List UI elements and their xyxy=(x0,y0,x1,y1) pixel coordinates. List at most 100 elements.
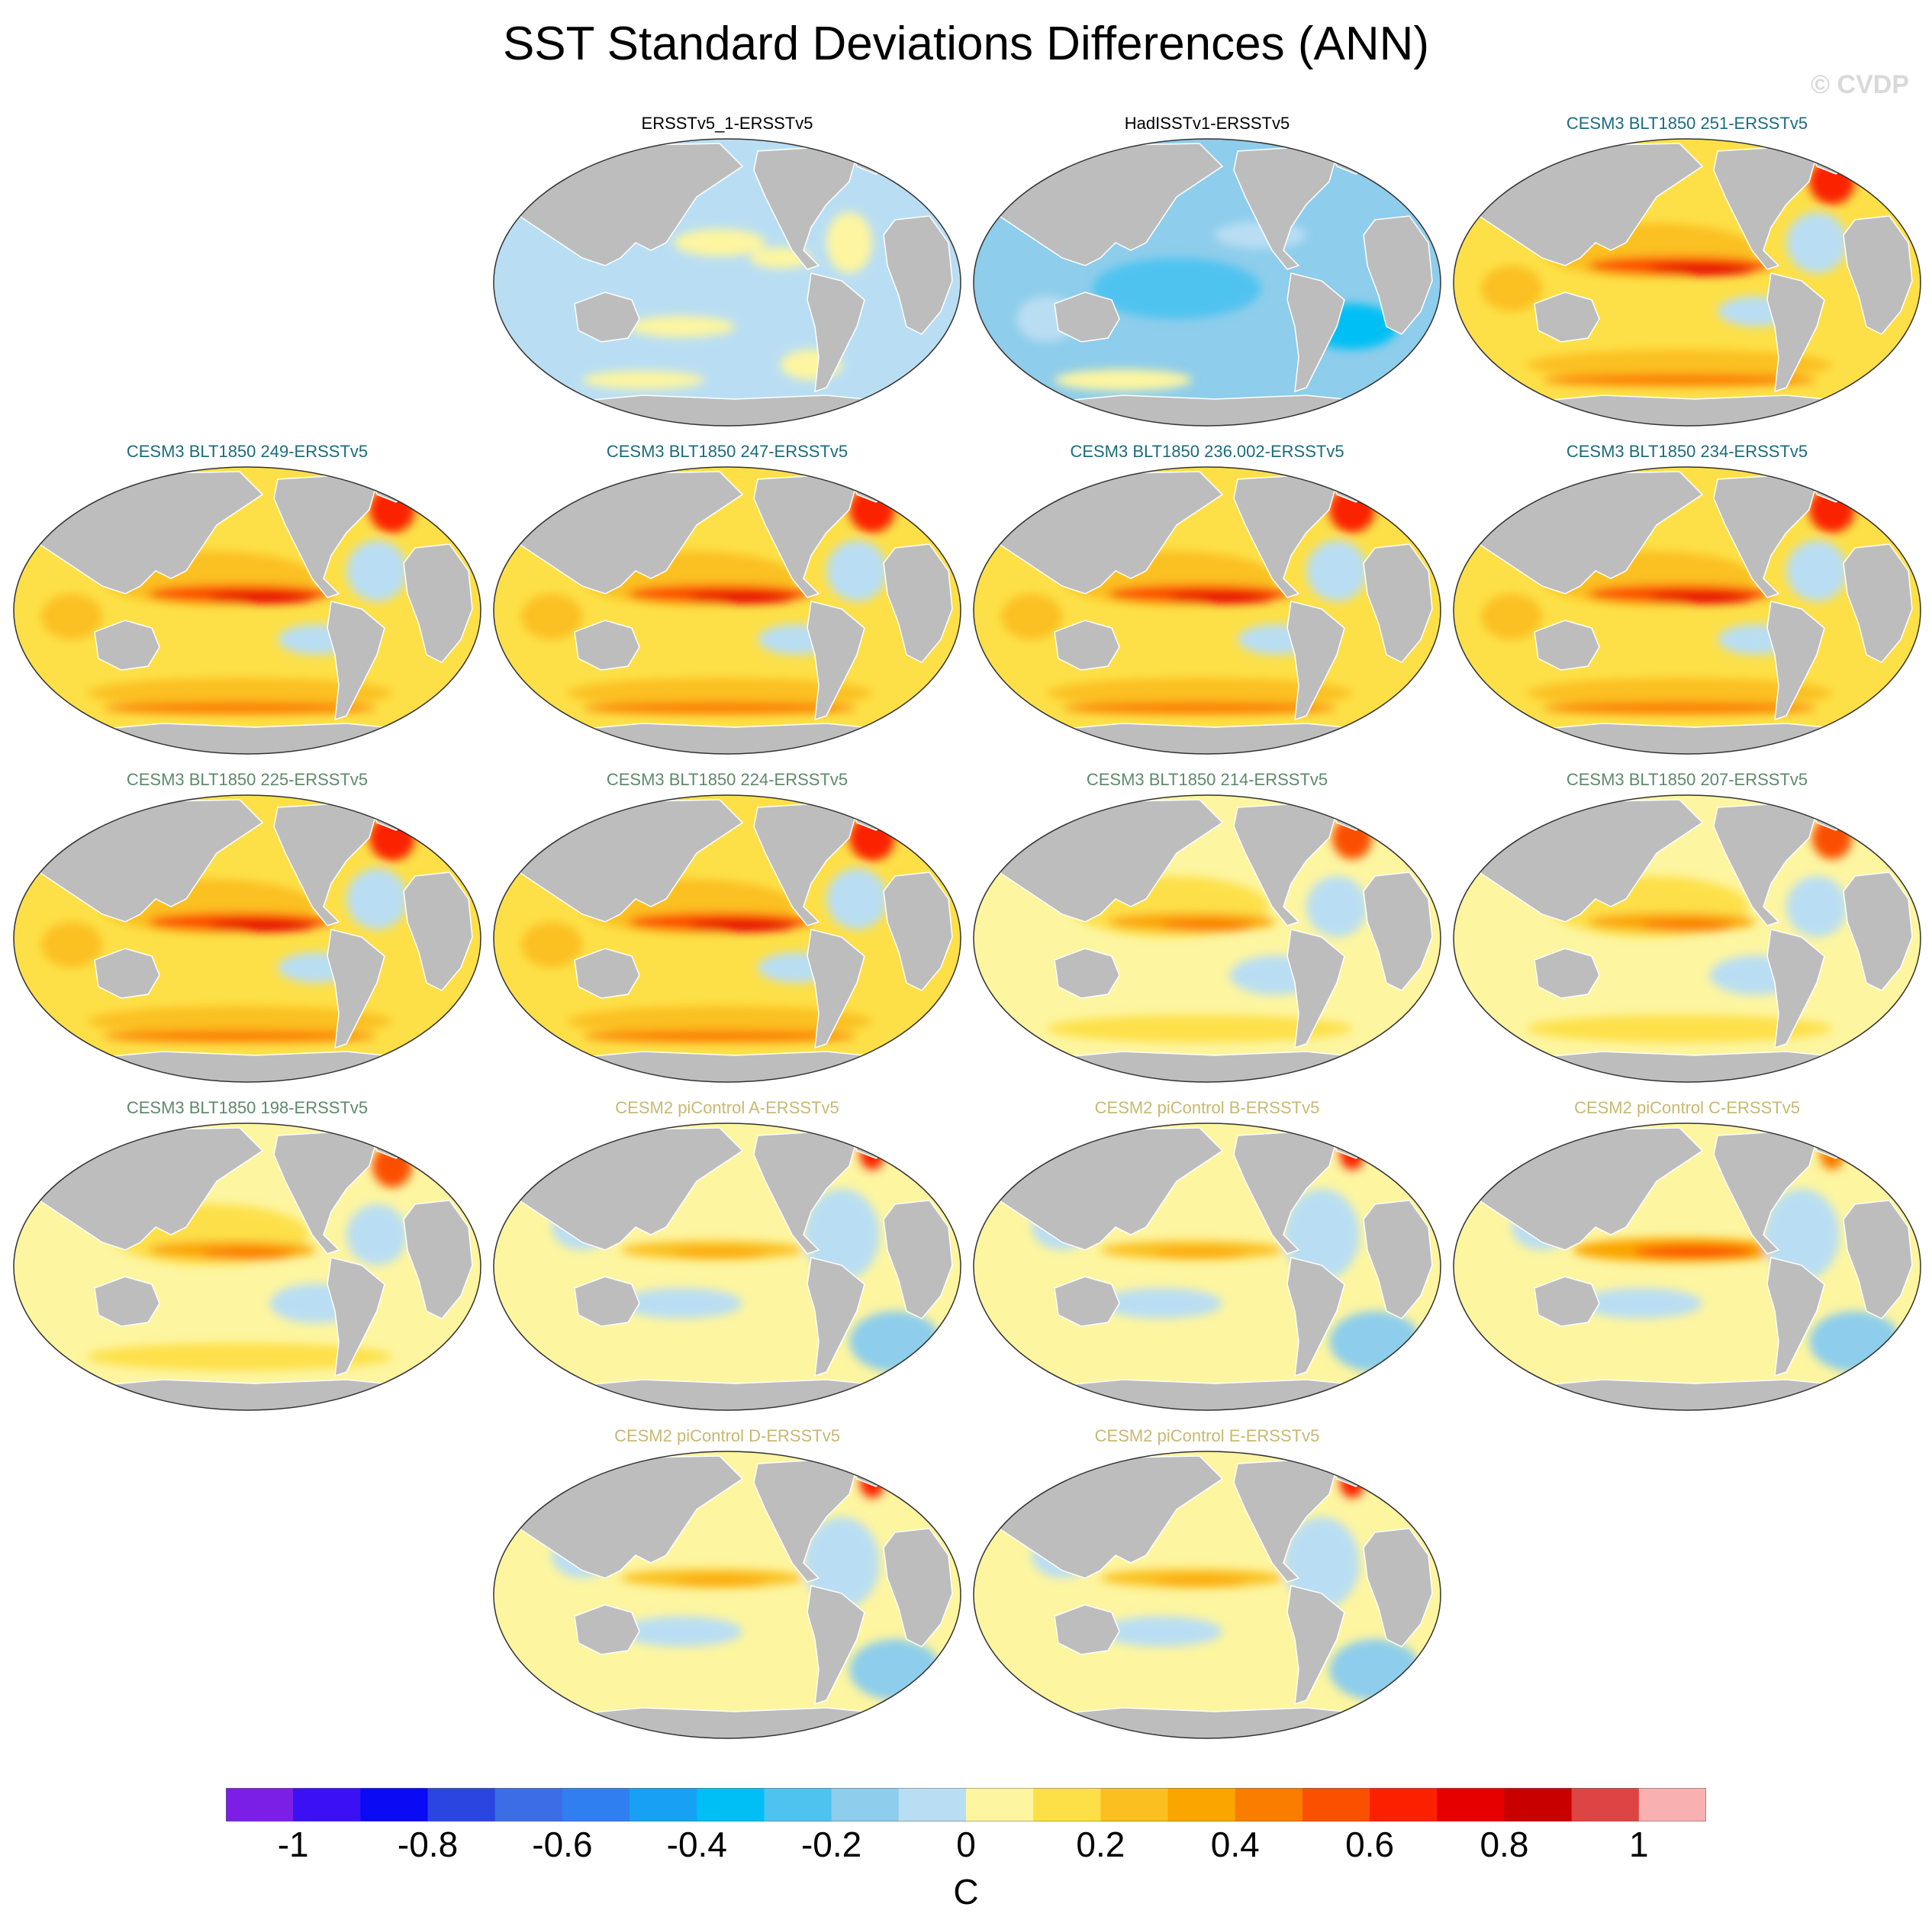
sst-map xyxy=(973,794,1441,1083)
anomaly-blob xyxy=(87,1006,392,1036)
sst-map xyxy=(1453,138,1921,427)
map-panel: CESM3 BLT1850 251-ERSSTv5 xyxy=(1451,113,1924,433)
land-australia xyxy=(1534,620,1600,671)
sst-map xyxy=(493,794,961,1083)
panel-title: CESM2 piControl B-ERSSTv5 xyxy=(1094,1098,1320,1117)
anomaly-blob xyxy=(87,678,392,708)
panel-title: ERSSTv5_1-ERSSTv5 xyxy=(641,114,813,133)
land-africa xyxy=(1363,1528,1433,1648)
map-panel: CESM3 BLT1850 214-ERSSTv5 xyxy=(971,769,1444,1090)
anomaly-blob xyxy=(1542,374,1817,386)
land-antarctica xyxy=(1518,723,1865,754)
map-outline xyxy=(973,138,1441,427)
ocean-field xyxy=(974,1123,1441,1410)
panel-title: CESM2 piControl D-ERSSTv5 xyxy=(614,1426,840,1445)
map-outline xyxy=(973,466,1441,755)
anomaly-blob xyxy=(674,229,765,256)
anomaly-blob xyxy=(1047,1015,1352,1042)
ocean-field xyxy=(494,139,961,426)
land-africa xyxy=(1843,871,1913,991)
land-south-america xyxy=(1766,272,1825,393)
panel-title: CESM3 BLT1850 198-ERSSTv5 xyxy=(126,1098,369,1117)
land-antarctica xyxy=(1038,1051,1385,1082)
land-africa xyxy=(403,1200,473,1319)
colorbar-tick-label: 0.6 xyxy=(1345,1825,1395,1864)
colorbar-swatch xyxy=(1638,1788,1706,1822)
ocean-field xyxy=(1454,1123,1921,1410)
ocean-field xyxy=(494,1123,961,1410)
colorbar-swatch xyxy=(1235,1788,1303,1822)
anomaly-blob xyxy=(803,1189,880,1280)
sst-map xyxy=(1453,466,1921,755)
panel-title: CESM3 BLT1850 207-ERSSTv5 xyxy=(1566,770,1808,789)
anomaly-blob xyxy=(567,678,872,708)
anomaly-blob xyxy=(102,1030,377,1042)
anomaly-blob xyxy=(209,591,316,604)
land-south-america xyxy=(1286,1257,1345,1377)
land-africa xyxy=(883,1528,953,1648)
sst-map xyxy=(1453,1123,1921,1411)
land-south-america xyxy=(1766,1257,1825,1377)
anomaly-field xyxy=(1512,1139,1901,1372)
panel-title: CESM3 BLT1850 225-ERSSTv5 xyxy=(126,770,369,789)
map-panel: CESM2 piControl B-ERSSTv5 xyxy=(971,1097,1444,1418)
anomaly-blob xyxy=(346,1204,407,1265)
figure-title: SST Standard Deviations Differences (ANN… xyxy=(502,18,1430,70)
anomaly-blob xyxy=(346,540,407,601)
anomaly-blob xyxy=(803,1517,880,1609)
map-outline xyxy=(1453,794,1921,1083)
land-south-america xyxy=(1286,601,1345,721)
ocean-field xyxy=(494,1451,961,1738)
anomaly-blob xyxy=(1527,349,1832,380)
anomaly-blob xyxy=(628,316,735,337)
land-australia xyxy=(574,1604,640,1655)
colorbar-swatch xyxy=(1167,1788,1236,1822)
anomaly-blob xyxy=(1542,702,1817,714)
map-outline xyxy=(1453,466,1921,755)
anomaly-blob xyxy=(1100,1288,1222,1319)
land-australia xyxy=(1054,292,1120,343)
colorbar-tick-label: -0.6 xyxy=(532,1825,593,1864)
sst-map xyxy=(973,1123,1441,1411)
map-outline xyxy=(13,466,481,755)
map-panel: CESM3 BLT1850 247-ERSSTv5 xyxy=(491,441,964,762)
map-panel: CESM3 BLT1850 236.002-ERSSTv5 xyxy=(971,441,1444,762)
panel-title: CESM2 piControl E-ERSSTv5 xyxy=(1094,1426,1320,1445)
land-australia xyxy=(94,948,160,999)
anomaly-blob xyxy=(567,1006,872,1036)
colorbar-tick-label: 0 xyxy=(956,1825,976,1864)
colorbar-tick-label: 1 xyxy=(1629,1825,1649,1864)
colorbar-tick-label: -0.8 xyxy=(397,1825,459,1864)
panel-title: CESM2 piControl A-ERSSTv5 xyxy=(615,1098,839,1117)
anomaly-blob xyxy=(1283,1517,1360,1609)
map-outline xyxy=(493,1123,961,1411)
sst-map xyxy=(13,794,481,1083)
map-outline xyxy=(493,466,961,755)
anomaly-blob xyxy=(1283,1189,1360,1280)
land-australia xyxy=(1054,948,1120,999)
map-outline xyxy=(973,1123,1441,1411)
land-south-america xyxy=(1766,929,1825,1049)
land-africa xyxy=(883,543,953,663)
anomaly-blob xyxy=(1055,369,1192,391)
anomaly-blob xyxy=(1306,876,1367,937)
land-africa xyxy=(403,543,473,663)
sst-map xyxy=(973,138,1441,427)
anomaly-field xyxy=(1481,159,1855,386)
map-outline xyxy=(13,1123,481,1411)
land-south-america xyxy=(807,1257,865,1377)
map-outline xyxy=(493,1451,961,1739)
map-outline xyxy=(13,794,481,1083)
land-south-america xyxy=(807,601,865,721)
sst-map xyxy=(493,138,961,427)
sst-map xyxy=(493,1123,961,1411)
colorbar-ticks: -1 -0.8 -0.6 -0.4 -0.2 0 0.2 0.4 0.6 0.8 1 xyxy=(0,1824,1932,1870)
land-antarctica xyxy=(1518,395,1865,426)
colorbar-tick-label: 0.2 xyxy=(1076,1825,1125,1864)
map-outline xyxy=(493,794,961,1083)
anomaly-blob xyxy=(1161,920,1253,932)
anomaly-blob xyxy=(1062,702,1337,714)
map-panel: CESM3 BLT1850 225-ERSSTv5 xyxy=(11,769,484,1090)
land-antarctica xyxy=(1038,723,1385,754)
sst-map xyxy=(13,466,481,755)
